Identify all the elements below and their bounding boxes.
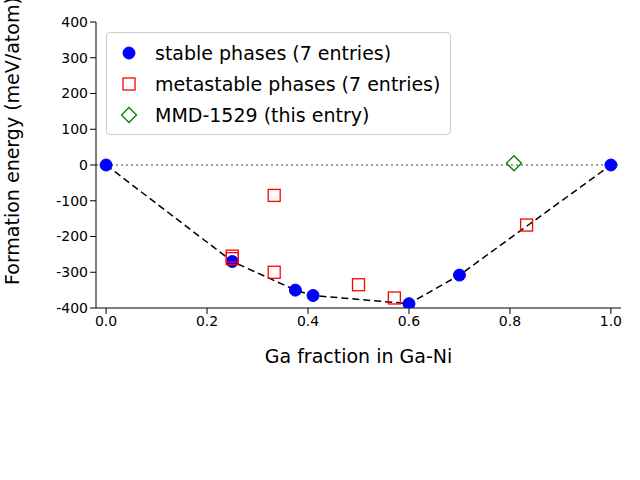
svg-text:-300: -300 (56, 264, 88, 280)
svg-text:0: 0 (79, 157, 88, 173)
html-text:stable phases (7 entries): stable phases (7 entries) (155, 41, 392, 64)
svg-text:0.8: 0.8 (499, 313, 521, 329)
html-text:MMD-1529 (this entry): MMD-1529 (this entry) (155, 103, 370, 126)
svg-text:100: 100 (61, 121, 88, 137)
svg-text:0.0: 0.0 (95, 313, 117, 329)
svg-text:1.0: 1.0 (600, 313, 622, 329)
svg-text:Ga fraction in Ga-Ni: Ga fraction in Ga-Ni (265, 345, 453, 367)
svg-text:-400: -400 (56, 300, 88, 316)
svg-text:-200: -200 (56, 228, 88, 244)
html-text:metastable phases (7 entries): metastable phases (7 entries) (155, 72, 441, 95)
svg-text:300: 300 (61, 50, 88, 66)
svg-text:0.2: 0.2 (196, 313, 218, 329)
svg-text:400: 400 (61, 14, 88, 30)
svg-text:0.6: 0.6 (398, 313, 420, 329)
svg-text:-100: -100 (56, 193, 88, 209)
svg-text:Formation energy (meV/atom): Formation energy (meV/atom) (8, 0, 23, 285)
svg-text:200: 200 (61, 85, 88, 101)
svg-text:0.4: 0.4 (297, 313, 319, 329)
